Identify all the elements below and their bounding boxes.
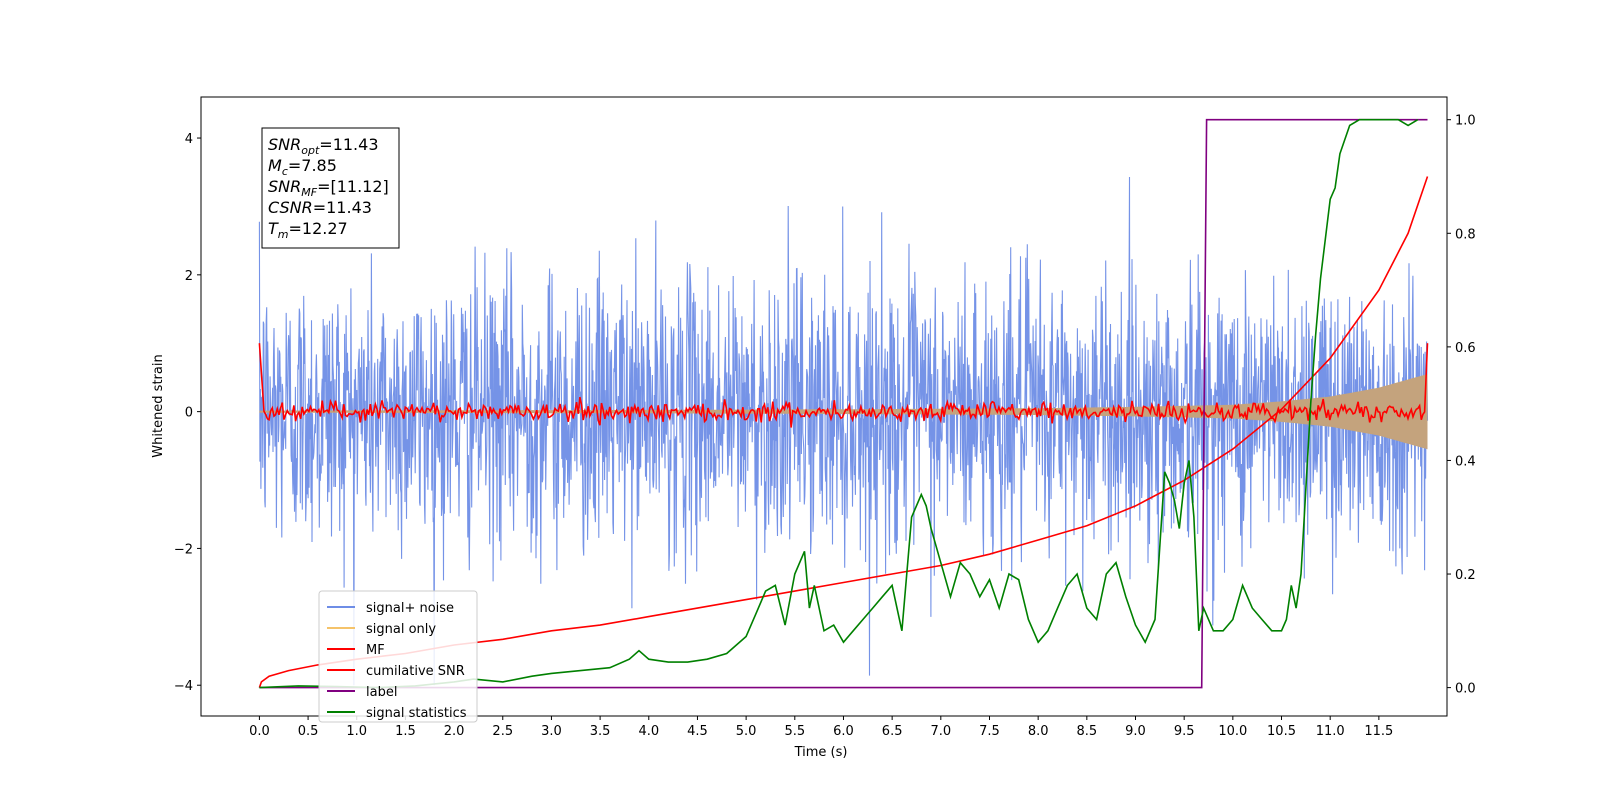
y-right-tick-label: 0.0: [1455, 682, 1476, 697]
x-tick-label: 3.0: [541, 724, 562, 739]
annotation-line: CSNR=11.43: [268, 198, 372, 217]
annotation-line: SNRMF=[11.12]: [268, 177, 389, 199]
legend-frame: [318, 590, 478, 723]
x-tick-label: 11.0: [1316, 724, 1345, 739]
x-tick-label: 6.0: [833, 724, 854, 739]
x-tick-label: 7.0: [930, 724, 951, 739]
x-tick-label: 8.5: [1076, 724, 1097, 739]
y-axis-right-ticks: 1.0 0.8 0.6 0.4 0.2 0.0: [1447, 114, 1476, 697]
x-tick-label: 2.5: [492, 724, 513, 739]
x-tick-label: 1.0: [346, 724, 367, 739]
x-tick-label: 5.5: [784, 724, 805, 739]
y-right-tick-label: 0.6: [1455, 341, 1476, 356]
series-label: [259, 118, 1428, 689]
y-left-tick-label: 4: [185, 132, 193, 147]
x-tick-label: 0.0: [249, 724, 270, 739]
x-tick-label: 8.0: [1028, 724, 1049, 739]
x-tick-label: 4.0: [638, 724, 659, 739]
x-tick-label: 4.5: [687, 724, 708, 739]
legend-label: signal only: [366, 622, 436, 637]
axes-frame: [200, 96, 1448, 717]
y-left-tick-label: −4: [174, 679, 193, 694]
x-tick-label: 3.5: [590, 724, 611, 739]
series-mf: [258, 343, 1429, 428]
y-right-tick-label: 0.8: [1455, 227, 1476, 242]
series-signal-noise: [258, 176, 1429, 686]
x-tick-label: 0.5: [298, 724, 319, 739]
x-tick-label: 10.0: [1218, 724, 1247, 739]
y-left-tick-label: 2: [185, 269, 193, 284]
x-tick-label: 2.0: [444, 724, 465, 739]
stats-annotation-box: SNRopt=11.43Mc=7.85SNRMF=[11.12]CSNR=11.…: [261, 127, 400, 249]
x-tick-label: 10.5: [1267, 724, 1296, 739]
annotation-line: Mc=7.85: [268, 156, 337, 178]
x-tick-label: 7.5: [979, 724, 1000, 739]
x-tick-label: 5.0: [736, 724, 757, 739]
series-signal-only: [259, 374, 1428, 450]
x-tick-label: 6.5: [882, 724, 903, 739]
y-left-tick-label: 0: [185, 406, 193, 421]
x-axis-ticks: 0.0 0.5 1.0 1.5 2.0 2.5 3.0 3.5 4.0 4.5 5.0 5.5 6.0 6…: [249, 716, 1393, 739]
legend-label: label: [366, 685, 397, 700]
y-axis-label: Whitened strain: [151, 354, 166, 457]
x-tick-label: 9.0: [1125, 724, 1146, 739]
annotation-line: SNRopt=11.43: [268, 135, 379, 157]
annotation-frame: [261, 127, 400, 249]
x-axis-label: Time (s): [794, 745, 848, 760]
legend: signal+ noise signal only MF cumilative SNR…: [318, 590, 478, 723]
y-right-tick-label: 0.4: [1455, 454, 1476, 469]
y-left-tick-label: −2: [174, 542, 193, 557]
x-tick-label: 11.5: [1364, 724, 1393, 739]
legend-label: signal statistics: [366, 706, 467, 721]
x-tick-label: 9.5: [1174, 724, 1195, 739]
y-right-tick-label: 0.2: [1455, 568, 1476, 583]
y-axis-left-ticks: 4 2 0 −2 −4: [174, 132, 201, 694]
y-right-tick-label: 1.0: [1455, 114, 1476, 129]
x-tick-label: 1.5: [395, 724, 416, 739]
series-signal-statistics: [259, 118, 1419, 689]
legend-label: MF: [366, 643, 385, 658]
annotation-line: Tm=12.27: [268, 219, 348, 241]
legend-label: signal+ noise: [366, 601, 454, 616]
legend-label: cumilative SNR: [366, 664, 465, 679]
